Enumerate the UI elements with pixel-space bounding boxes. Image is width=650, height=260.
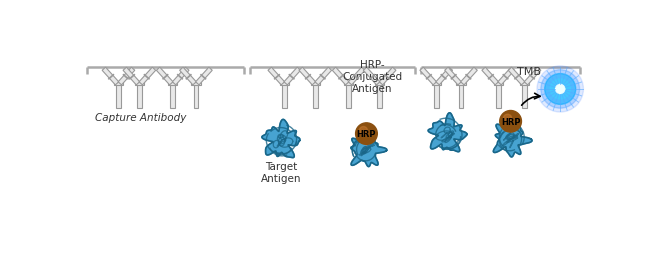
- Polygon shape: [445, 67, 461, 85]
- Circle shape: [356, 123, 377, 144]
- Polygon shape: [348, 67, 365, 85]
- Polygon shape: [498, 67, 515, 85]
- Bar: [456, 82, 465, 85]
- Polygon shape: [157, 67, 173, 85]
- Polygon shape: [102, 67, 119, 85]
- Bar: [116, 83, 121, 108]
- Polygon shape: [493, 119, 532, 157]
- Circle shape: [545, 74, 576, 104]
- Bar: [434, 83, 439, 108]
- Circle shape: [541, 70, 580, 108]
- Text: HRP-
Conjugated
Antigen: HRP- Conjugated Antigen: [343, 61, 403, 94]
- Circle shape: [556, 84, 565, 94]
- Bar: [191, 82, 201, 85]
- Circle shape: [504, 114, 512, 122]
- Bar: [346, 83, 351, 108]
- Polygon shape: [179, 67, 196, 85]
- Polygon shape: [420, 67, 437, 85]
- Polygon shape: [482, 67, 499, 85]
- Bar: [194, 83, 198, 108]
- Bar: [135, 82, 144, 85]
- Polygon shape: [299, 67, 316, 85]
- Polygon shape: [118, 67, 135, 85]
- Circle shape: [359, 127, 367, 135]
- Bar: [311, 82, 320, 85]
- Polygon shape: [508, 67, 525, 85]
- Polygon shape: [139, 67, 156, 85]
- Bar: [280, 82, 289, 85]
- Polygon shape: [524, 67, 541, 85]
- Polygon shape: [461, 67, 477, 85]
- Bar: [137, 83, 142, 108]
- Polygon shape: [123, 67, 140, 85]
- Circle shape: [550, 79, 570, 99]
- Bar: [520, 82, 529, 85]
- Text: HRP: HRP: [357, 130, 376, 139]
- Bar: [313, 83, 318, 108]
- Text: Capture Antibody: Capture Antibody: [95, 113, 187, 123]
- Bar: [377, 83, 382, 108]
- Circle shape: [537, 66, 584, 112]
- Bar: [114, 82, 123, 85]
- Bar: [282, 83, 287, 108]
- Polygon shape: [268, 67, 285, 85]
- Bar: [522, 83, 527, 108]
- Polygon shape: [284, 67, 300, 85]
- Polygon shape: [428, 113, 467, 152]
- Bar: [493, 82, 503, 85]
- Polygon shape: [351, 131, 387, 167]
- Bar: [459, 83, 463, 108]
- Bar: [375, 82, 384, 85]
- Text: TMB: TMB: [517, 67, 541, 77]
- Polygon shape: [363, 67, 380, 85]
- Polygon shape: [315, 67, 332, 85]
- Bar: [170, 83, 175, 108]
- Text: HRP: HRP: [501, 118, 521, 127]
- Bar: [496, 83, 500, 108]
- Bar: [432, 82, 441, 85]
- Polygon shape: [380, 67, 396, 85]
- Text: Target
Antigen: Target Antigen: [261, 162, 302, 184]
- Circle shape: [500, 110, 521, 132]
- Polygon shape: [196, 67, 213, 85]
- Polygon shape: [332, 67, 349, 85]
- Bar: [344, 82, 353, 85]
- Polygon shape: [172, 67, 189, 85]
- Polygon shape: [436, 67, 452, 85]
- Bar: [168, 82, 177, 85]
- Polygon shape: [262, 119, 300, 158]
